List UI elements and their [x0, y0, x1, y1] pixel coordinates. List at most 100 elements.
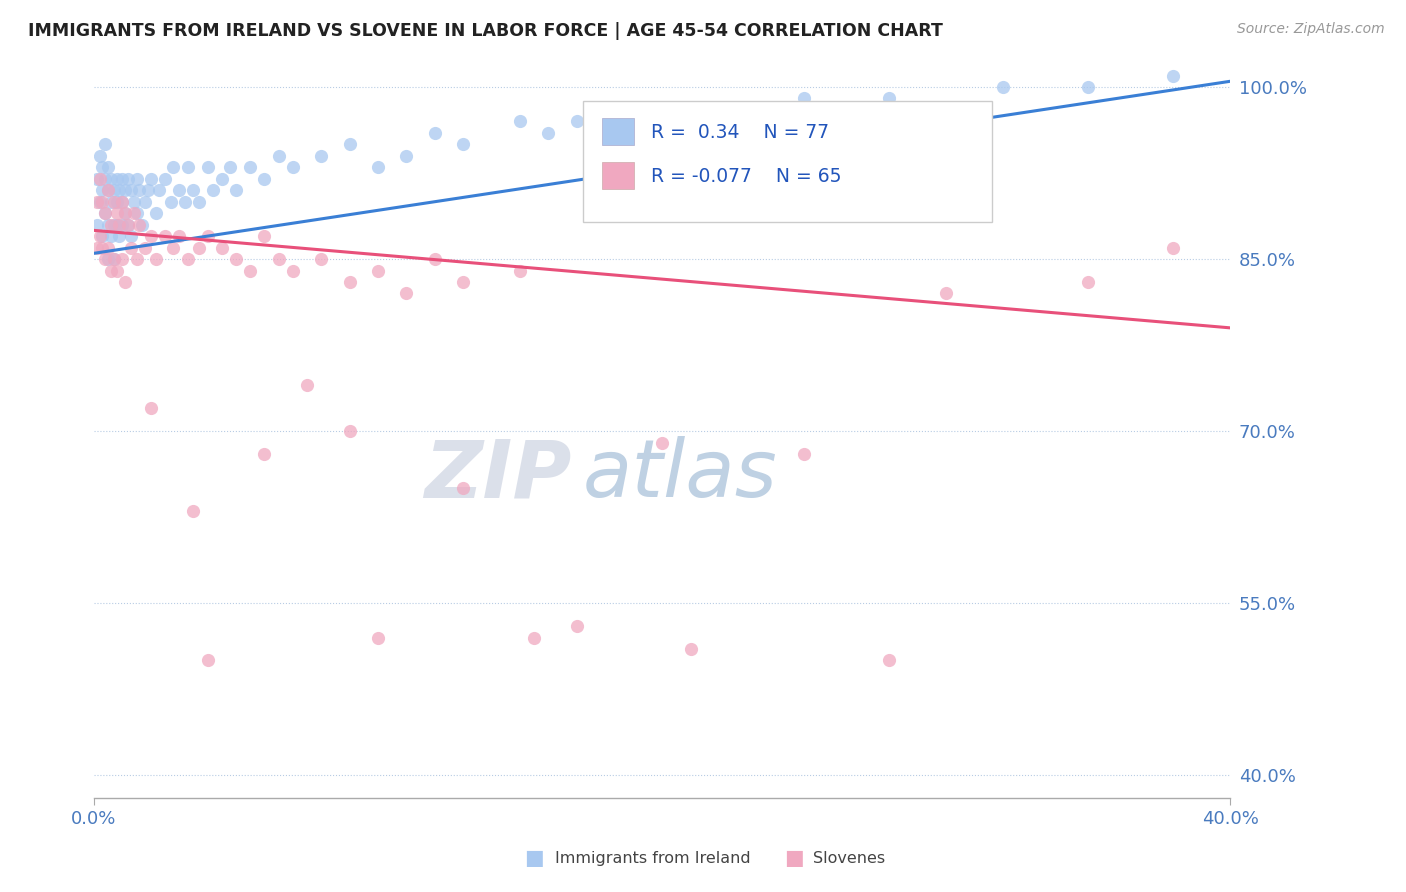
Point: [451, 275, 474, 289]
Point: [128, 218, 150, 232]
Point: [100, 218, 122, 232]
Point: [97, 183, 120, 197]
Point: [339, 275, 361, 289]
Point: [105, 263, 128, 277]
Point: [134, 194, 156, 209]
Point: [197, 229, 219, 244]
Point: [183, 183, 205, 197]
Point: [114, 206, 136, 220]
Point: [423, 126, 446, 140]
Point: [793, 447, 815, 461]
Point: [105, 206, 128, 220]
Point: [145, 206, 167, 220]
Point: [367, 263, 389, 277]
Point: [565, 619, 588, 633]
Point: [423, 252, 446, 266]
Point: [225, 252, 247, 266]
Point: [509, 263, 531, 277]
Point: [103, 194, 125, 209]
Point: [395, 286, 418, 301]
Text: ■: ■: [524, 848, 544, 868]
Point: [103, 218, 125, 232]
Point: [451, 482, 474, 496]
Point: [145, 252, 167, 266]
Point: [111, 218, 134, 232]
Point: [108, 229, 131, 244]
Point: [125, 206, 148, 220]
Point: [991, 80, 1014, 95]
Point: [94, 171, 117, 186]
Point: [103, 183, 125, 197]
Point: [1077, 80, 1099, 95]
Point: [309, 252, 332, 266]
Point: [100, 194, 122, 209]
Point: [395, 149, 418, 163]
Point: [94, 252, 117, 266]
Point: [202, 183, 225, 197]
Point: [105, 194, 128, 209]
Point: [89, 171, 111, 186]
Point: [162, 161, 184, 175]
Point: [167, 183, 190, 197]
Point: [139, 229, 162, 244]
Point: [125, 171, 148, 186]
Text: Immigrants from Ireland: Immigrants from Ireland: [555, 851, 751, 865]
Point: [103, 252, 125, 266]
Point: [339, 424, 361, 438]
Point: [125, 252, 148, 266]
Point: [651, 435, 673, 450]
Point: [281, 161, 304, 175]
Point: [183, 504, 205, 518]
Point: [176, 252, 198, 266]
Point: [89, 194, 111, 209]
Point: [120, 229, 142, 244]
Point: [162, 241, 184, 255]
Point: [103, 252, 125, 266]
Point: [509, 114, 531, 128]
Point: [86, 194, 108, 209]
Point: [367, 161, 389, 175]
Point: [97, 161, 120, 175]
Point: [309, 149, 332, 163]
Point: [173, 194, 195, 209]
Point: [1163, 241, 1185, 255]
Point: [94, 206, 117, 220]
Point: [122, 206, 145, 220]
Point: [117, 218, 139, 232]
Point: [239, 161, 262, 175]
Point: [117, 218, 139, 232]
Point: [91, 161, 114, 175]
Point: [253, 229, 276, 244]
Point: [134, 241, 156, 255]
Point: [131, 218, 153, 232]
Point: [253, 447, 276, 461]
Bar: [602, 118, 634, 145]
Point: [108, 183, 131, 197]
Point: [707, 103, 730, 117]
Point: [793, 91, 815, 105]
Point: [111, 252, 134, 266]
Point: [122, 194, 145, 209]
Point: [86, 241, 108, 255]
Point: [105, 171, 128, 186]
Point: [89, 149, 111, 163]
Point: [651, 103, 673, 117]
Point: [211, 241, 233, 255]
Point: [153, 171, 176, 186]
Point: [295, 378, 318, 392]
Text: atlas: atlas: [582, 436, 778, 514]
Point: [94, 206, 117, 220]
Point: [86, 218, 108, 232]
Text: ZIP: ZIP: [423, 436, 571, 514]
Point: [167, 229, 190, 244]
Point: [253, 171, 276, 186]
Point: [679, 642, 702, 657]
Point: [451, 137, 474, 152]
Point: [91, 194, 114, 209]
Point: [111, 194, 134, 209]
Point: [128, 183, 150, 197]
Point: [97, 218, 120, 232]
Point: [219, 161, 242, 175]
Point: [188, 194, 211, 209]
Point: [114, 206, 136, 220]
